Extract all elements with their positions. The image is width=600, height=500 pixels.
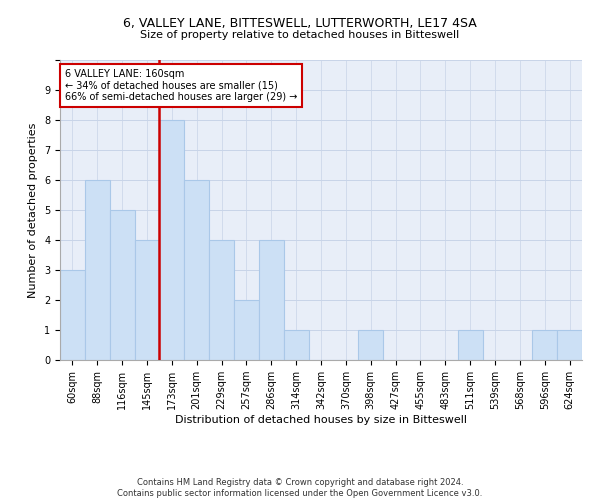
Text: 6 VALLEY LANE: 160sqm
← 34% of detached houses are smaller (15)
66% of semi-deta: 6 VALLEY LANE: 160sqm ← 34% of detached … xyxy=(65,69,298,102)
Bar xyxy=(60,270,85,360)
Y-axis label: Number of detached properties: Number of detached properties xyxy=(28,122,38,298)
Bar xyxy=(358,330,383,360)
Bar xyxy=(209,240,234,360)
Bar xyxy=(184,180,209,360)
Bar xyxy=(134,240,160,360)
Bar xyxy=(110,210,134,360)
Bar xyxy=(234,300,259,360)
Bar xyxy=(259,240,284,360)
Bar xyxy=(284,330,308,360)
Text: 6, VALLEY LANE, BITTESWELL, LUTTERWORTH, LE17 4SA: 6, VALLEY LANE, BITTESWELL, LUTTERWORTH,… xyxy=(123,18,477,30)
Bar xyxy=(557,330,582,360)
X-axis label: Distribution of detached houses by size in Bitteswell: Distribution of detached houses by size … xyxy=(175,415,467,425)
Bar xyxy=(85,180,110,360)
Text: Contains HM Land Registry data © Crown copyright and database right 2024.
Contai: Contains HM Land Registry data © Crown c… xyxy=(118,478,482,498)
Bar xyxy=(160,120,184,360)
Text: Size of property relative to detached houses in Bitteswell: Size of property relative to detached ho… xyxy=(140,30,460,40)
Bar xyxy=(532,330,557,360)
Bar xyxy=(458,330,482,360)
